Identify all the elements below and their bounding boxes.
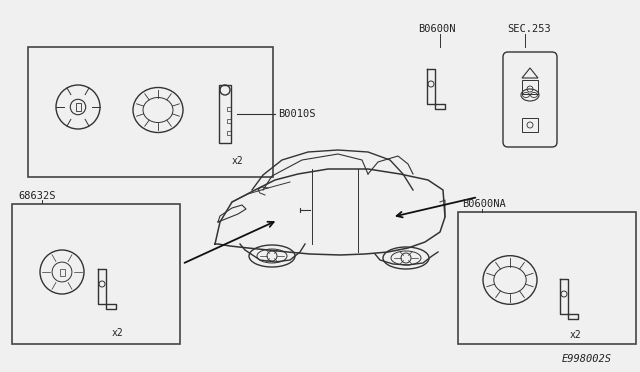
Text: x2: x2 (232, 156, 244, 166)
Bar (522, 118, 538, 132)
Bar (522, 80, 538, 94)
Text: SEC.253: SEC.253 (507, 24, 551, 34)
Bar (227, 131, 231, 135)
Bar (219, 85, 231, 143)
Bar (227, 107, 231, 111)
Text: x2: x2 (112, 328, 124, 338)
Text: B0010S: B0010S (278, 109, 316, 119)
Text: B0600N: B0600N (418, 24, 456, 34)
Text: B0600NA: B0600NA (462, 199, 506, 209)
Text: x2: x2 (570, 330, 582, 340)
Text: E998002S: E998002S (562, 354, 612, 364)
Bar (12, 204, 180, 344)
Bar (60, 269, 65, 276)
Text: 68632S: 68632S (18, 191, 56, 201)
Bar (458, 212, 636, 344)
Bar (227, 119, 231, 123)
Bar (28, 47, 273, 177)
Bar (76, 103, 81, 111)
